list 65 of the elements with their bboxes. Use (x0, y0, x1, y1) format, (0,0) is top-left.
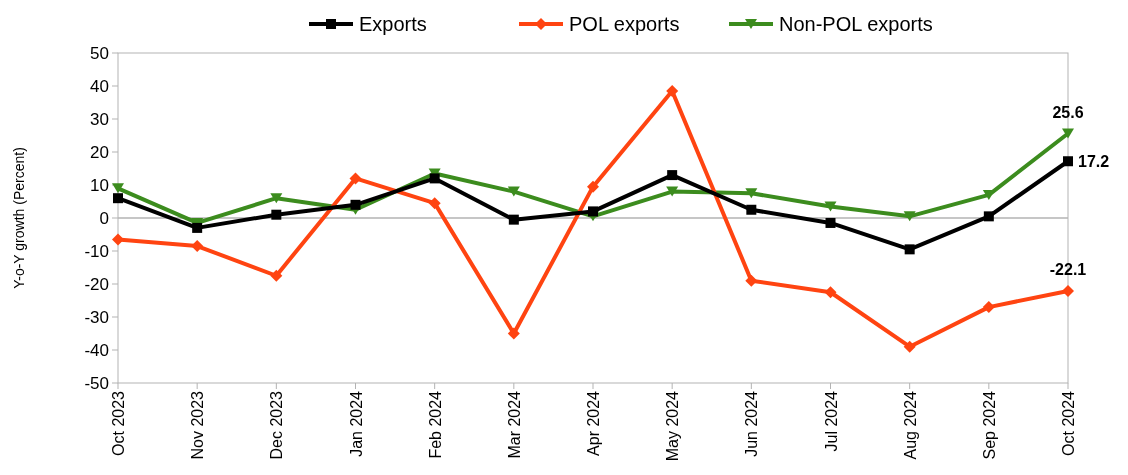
x-tick-label: May 2024 (664, 390, 682, 462)
point (746, 204, 757, 215)
point (191, 240, 204, 253)
y-tick-label: -40 (84, 340, 109, 360)
x-tick-label: Jan 2024 (347, 390, 365, 457)
y-tick-label: 10 (90, 175, 109, 195)
point (666, 186, 679, 197)
y-tick-label: -50 (84, 373, 109, 393)
point (666, 84, 679, 97)
y-tick-label: 20 (90, 142, 109, 162)
point (349, 172, 362, 185)
x-tick-label: Feb 2024 (426, 390, 444, 459)
x-tick-label: Sep 2024 (980, 390, 998, 460)
y-tick-label: 40 (90, 76, 109, 96)
annotation: -22.1 (1049, 260, 1087, 278)
point (429, 173, 440, 184)
y-tick-label: -10 (84, 241, 109, 261)
x-tick-label: Nov 2023 (189, 390, 207, 460)
x-tick-label: Aug 2024 (901, 390, 919, 460)
point (824, 201, 837, 212)
point (982, 301, 995, 314)
point (1062, 128, 1074, 139)
legend-label: Exports (359, 13, 427, 35)
point (507, 186, 520, 197)
point (588, 206, 598, 217)
point (112, 233, 124, 246)
point (113, 193, 123, 204)
point (667, 170, 678, 181)
annotation: 25.6 (1052, 103, 1084, 121)
annotation: 17.2 (1078, 153, 1110, 171)
legend-label: Non-POL exports (779, 13, 933, 35)
point (1063, 156, 1073, 167)
point (903, 340, 916, 353)
point (271, 209, 282, 220)
y-axis-title: Y-o-Y growth (Percent) (11, 147, 27, 289)
point (507, 327, 520, 340)
x-tick-label: Jul 2024 (822, 390, 840, 452)
legend-label: POL exports (569, 13, 680, 35)
y-tick-label: -20 (84, 274, 109, 294)
point (825, 217, 836, 228)
point (745, 188, 758, 199)
x-tick-label: Mar 2024 (505, 390, 523, 459)
x-tick-label: Oct 2023 (110, 390, 127, 456)
y-tick-label: 50 (90, 43, 109, 63)
y-tick-label: 0 (99, 208, 109, 228)
y-tick-label: 30 (90, 109, 109, 129)
point (824, 286, 837, 299)
point (428, 197, 441, 210)
point (508, 214, 519, 225)
point (903, 211, 916, 222)
point (112, 183, 124, 194)
point (270, 193, 283, 204)
point (904, 244, 915, 255)
x-tick-label: Apr 2024 (585, 390, 602, 456)
point (192, 222, 203, 233)
x-tick-label: Jun 2024 (743, 390, 761, 457)
point (983, 211, 994, 222)
point (270, 269, 283, 282)
x-tick-label: Dec 2023 (268, 390, 286, 460)
point (1062, 284, 1074, 297)
point (350, 199, 361, 210)
x-tick-label: Oct 2024 (1060, 390, 1077, 456)
point (587, 180, 599, 193)
y-tick-label: -30 (84, 307, 109, 327)
point (745, 274, 758, 287)
